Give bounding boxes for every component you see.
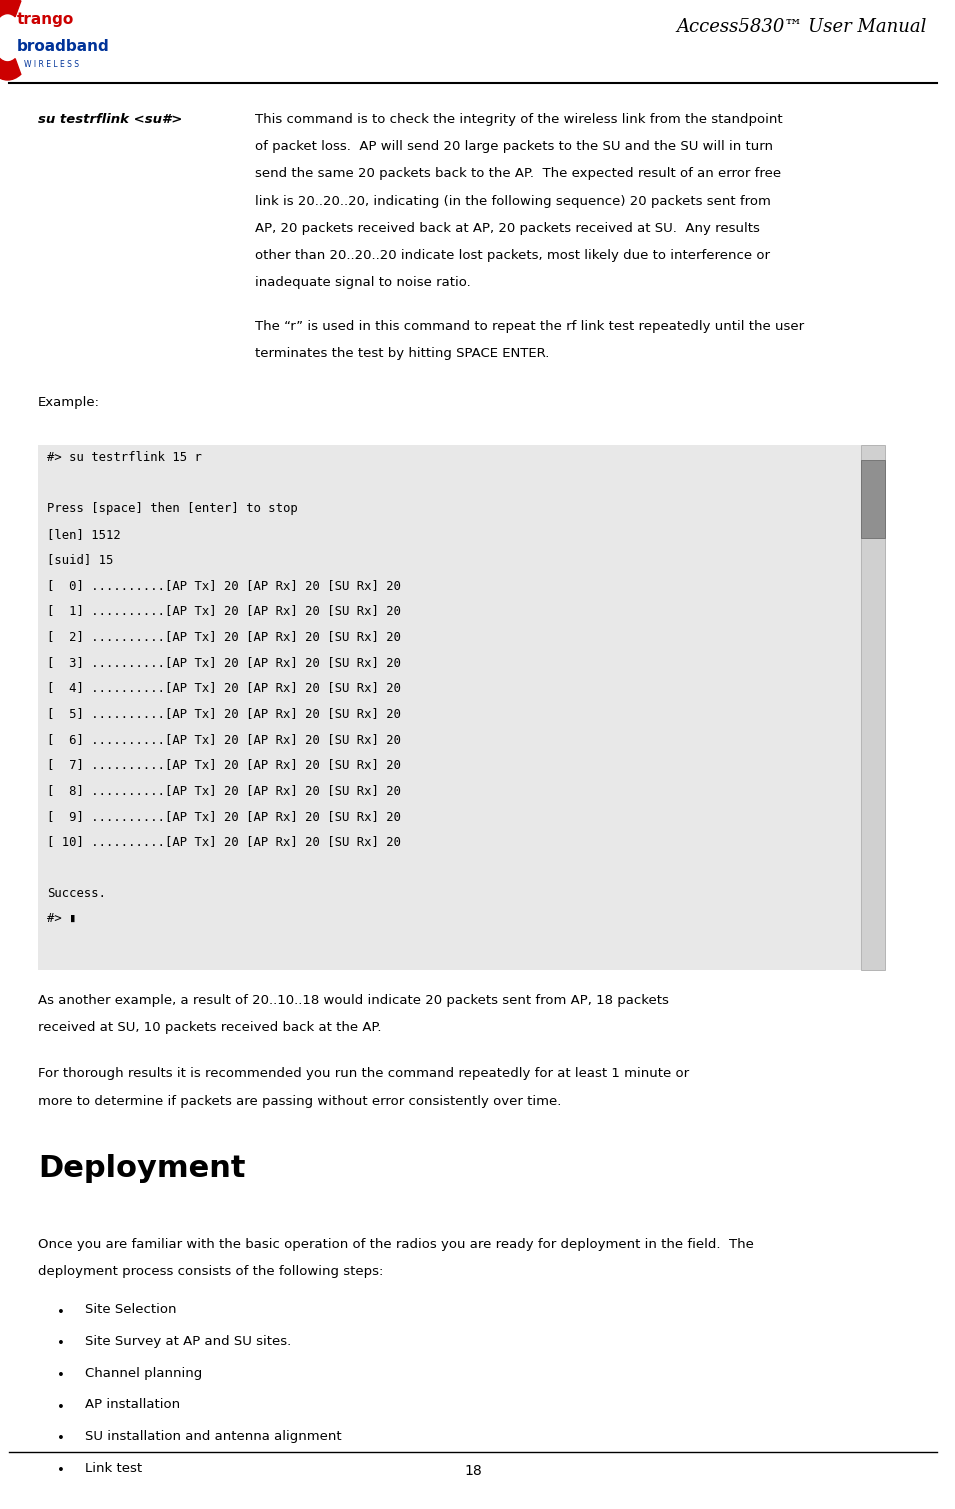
- Text: received at SU, 10 packets received back at the AP.: received at SU, 10 packets received back…: [38, 1022, 381, 1034]
- Text: Site Selection: Site Selection: [85, 1304, 177, 1316]
- Text: Success.: Success.: [48, 887, 106, 899]
- Text: •: •: [56, 1337, 65, 1351]
- FancyBboxPatch shape: [861, 445, 884, 970]
- Text: [  6] ..........[AP Tx] 20 [AP Rx] 20 [SU Rx] 20: [ 6] ..........[AP Tx] 20 [AP Rx] 20 [SU…: [48, 733, 401, 745]
- FancyBboxPatch shape: [38, 445, 861, 970]
- Text: [ 10] ..........[AP Tx] 20 [AP Rx] 20 [SU Rx] 20: [ 10] ..........[AP Tx] 20 [AP Rx] 20 [S…: [48, 836, 401, 848]
- Text: [  7] ..........[AP Tx] 20 [AP Rx] 20 [SU Rx] 20: [ 7] ..........[AP Tx] 20 [AP Rx] 20 [SU…: [48, 759, 401, 771]
- Text: send the same 20 packets back to the AP.  The expected result of an error free: send the same 20 packets back to the AP.…: [256, 167, 781, 181]
- Text: su testrflink <su#>: su testrflink <su#>: [38, 113, 182, 127]
- Text: •: •: [56, 1432, 65, 1446]
- Text: [  3] ..........[AP Tx] 20 [AP Rx] 20 [SU Rx] 20: [ 3] ..........[AP Tx] 20 [AP Rx] 20 [SU…: [48, 656, 401, 668]
- Text: 18: 18: [464, 1464, 482, 1479]
- Text: •: •: [56, 1369, 65, 1382]
- Text: As another example, a result of 20..10..18 would indicate 20 packets sent from A: As another example, a result of 20..10..…: [38, 994, 668, 1007]
- Text: For thorough results it is recommended you run the command repeatedly for at lea: For thorough results it is recommended y…: [38, 1067, 689, 1080]
- Text: Link test: Link test: [85, 1462, 142, 1474]
- Text: of packet loss.  AP will send 20 large packets to the SU and the SU will in turn: of packet loss. AP will send 20 large pa…: [256, 140, 774, 154]
- Text: •: •: [56, 1305, 65, 1319]
- Text: [  0] ..........[AP Tx] 20 [AP Rx] 20 [SU Rx] 20: [ 0] ..........[AP Tx] 20 [AP Rx] 20 [SU…: [48, 579, 401, 592]
- Text: •: •: [56, 1400, 65, 1414]
- Text: Access5830™ User Manual: Access5830™ User Manual: [677, 18, 927, 36]
- Text: broadband: broadband: [17, 39, 110, 54]
- Text: #> ▮: #> ▮: [48, 913, 76, 925]
- Text: [  2] ..........[AP Tx] 20 [AP Rx] 20 [SU Rx] 20: [ 2] ..........[AP Tx] 20 [AP Rx] 20 [SU…: [48, 631, 401, 643]
- Text: The “r” is used in this command to repeat the rf link test repeatedly until the : The “r” is used in this command to repea…: [256, 320, 805, 332]
- Text: Example:: Example:: [38, 395, 100, 409]
- Text: inadequate signal to noise ratio.: inadequate signal to noise ratio.: [256, 276, 471, 290]
- Text: other than 20..20..20 indicate lost packets, most likely due to interference or: other than 20..20..20 indicate lost pack…: [256, 249, 771, 263]
- Text: AP installation: AP installation: [85, 1399, 180, 1411]
- Text: AP, 20 packets received back at AP, 20 packets received at SU.  Any results: AP, 20 packets received back at AP, 20 p…: [256, 222, 760, 235]
- Text: [suid] 15: [suid] 15: [48, 554, 114, 566]
- Text: SU installation and antenna alignment: SU installation and antenna alignment: [85, 1431, 342, 1443]
- Text: [  1] ..........[AP Tx] 20 [AP Rx] 20 [SU Rx] 20: [ 1] ..........[AP Tx] 20 [AP Rx] 20 [SU…: [48, 605, 401, 617]
- Text: [  4] ..........[AP Tx] 20 [AP Rx] 20 [SU Rx] 20: [ 4] ..........[AP Tx] 20 [AP Rx] 20 [SU…: [48, 682, 401, 694]
- Text: deployment process consists of the following steps:: deployment process consists of the follo…: [38, 1265, 383, 1278]
- Text: more to determine if packets are passing without error consistently over time.: more to determine if packets are passing…: [38, 1094, 562, 1108]
- Text: W I R E L E S S: W I R E L E S S: [24, 60, 78, 69]
- Text: Once you are familiar with the basic operation of the radios you are ready for d: Once you are familiar with the basic ope…: [38, 1237, 753, 1251]
- Text: Channel planning: Channel planning: [85, 1367, 202, 1379]
- Text: [  5] ..........[AP Tx] 20 [AP Rx] 20 [SU Rx] 20: [ 5] ..........[AP Tx] 20 [AP Rx] 20 [SU…: [48, 708, 401, 720]
- Text: Deployment: Deployment: [38, 1154, 245, 1183]
- Text: •: •: [56, 1464, 65, 1477]
- Text: Press [space] then [enter] to stop: Press [space] then [enter] to stop: [48, 502, 298, 515]
- Text: terminates the test by hitting SPACE ENTER.: terminates the test by hitting SPACE ENT…: [256, 347, 550, 359]
- Text: This command is to check the integrity of the wireless link from the standpoint: This command is to check the integrity o…: [256, 113, 783, 127]
- Text: Site Survey at AP and SU sites.: Site Survey at AP and SU sites.: [85, 1335, 291, 1348]
- Text: #> su testrflink 15 r: #> su testrflink 15 r: [48, 451, 202, 463]
- Text: [  9] ..........[AP Tx] 20 [AP Rx] 20 [SU Rx] 20: [ 9] ..........[AP Tx] 20 [AP Rx] 20 [SU…: [48, 810, 401, 822]
- Text: link is 20..20..20, indicating (in the following sequence) 20 packets sent from: link is 20..20..20, indicating (in the f…: [256, 195, 772, 208]
- Text: trango: trango: [17, 12, 74, 27]
- Text: [  8] ..........[AP Tx] 20 [AP Rx] 20 [SU Rx] 20: [ 8] ..........[AP Tx] 20 [AP Rx] 20 [SU…: [48, 785, 401, 797]
- Wedge shape: [0, 0, 21, 80]
- Text: [len] 1512: [len] 1512: [48, 528, 121, 540]
- FancyBboxPatch shape: [861, 460, 884, 539]
